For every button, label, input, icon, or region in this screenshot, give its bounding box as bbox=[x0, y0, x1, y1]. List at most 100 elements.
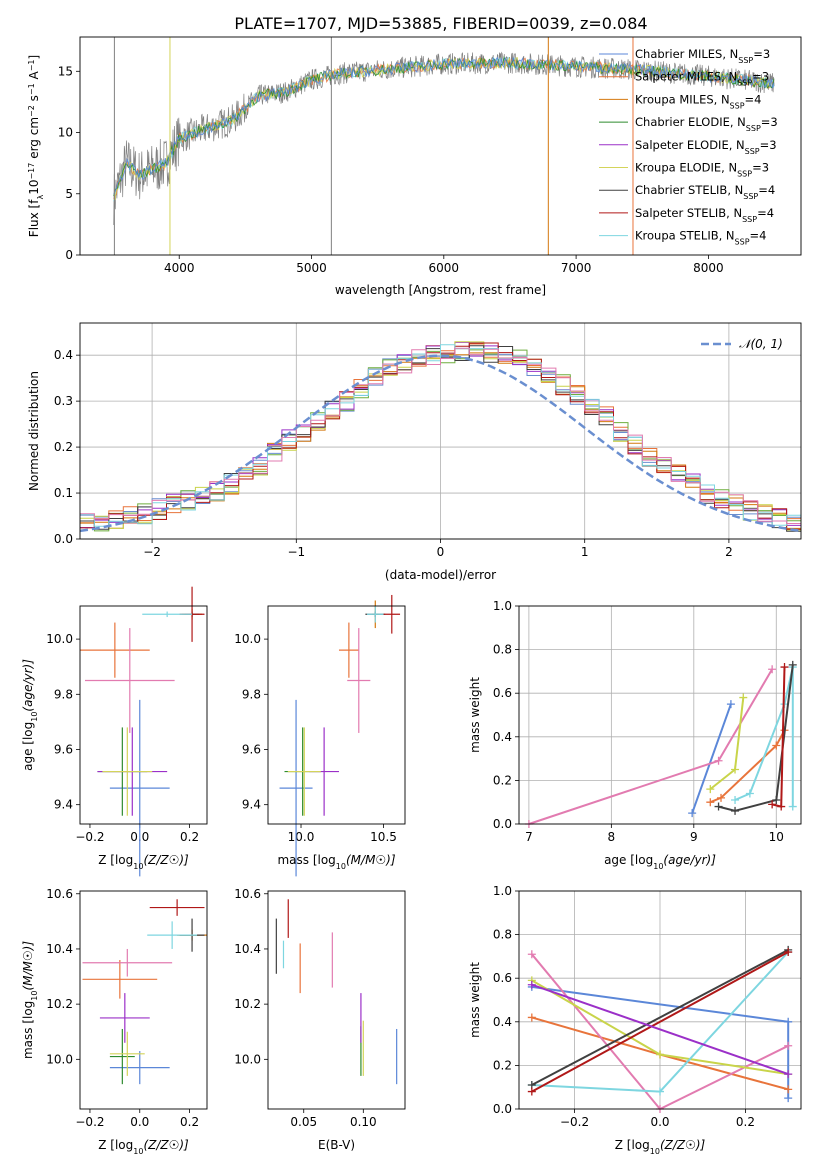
x-tick-label: 7 bbox=[525, 830, 533, 844]
weight-marker bbox=[726, 700, 735, 709]
weight-series bbox=[709, 697, 745, 790]
x-axis-label: Z [log10(Z/Z☉)] bbox=[615, 1138, 706, 1156]
x-tick-label: 10.0 bbox=[288, 830, 315, 844]
weight-marker bbox=[688, 809, 697, 818]
y-tick-label: 9.4 bbox=[54, 798, 73, 812]
weight-marker bbox=[731, 796, 740, 805]
x-tick-label: 8 bbox=[608, 830, 616, 844]
weight-marker bbox=[527, 950, 536, 959]
weight-marker bbox=[527, 980, 536, 989]
weight-series bbox=[691, 703, 732, 814]
weight-marker bbox=[772, 796, 781, 805]
weight-marker bbox=[788, 660, 797, 669]
weight-marker bbox=[784, 1094, 793, 1103]
weight-series bbox=[531, 951, 789, 1093]
legend-label: Kroupa MILES, NSSP=4 bbox=[635, 92, 761, 110]
y-tick-label: 0.6 bbox=[493, 971, 512, 985]
figure-title: PLATE=1707, MJD=53885, FIBERID=0039, z=0… bbox=[234, 14, 647, 33]
y-tick-label: 0.2 bbox=[493, 1058, 512, 1072]
axes-frame bbox=[79, 322, 802, 540]
y-tick-label: 0 bbox=[65, 248, 73, 262]
y-tick-label: 9.8 bbox=[242, 687, 261, 701]
y-tick-label: 10.6 bbox=[46, 887, 73, 901]
histogram-series bbox=[80, 344, 801, 527]
panel-z-vs-age: −0.2 0.0 0.29.49.69.810.0Z [log10(Z/Z☉)]ag… bbox=[21, 586, 208, 877]
weight-marker bbox=[656, 1050, 664, 1059]
weight-marker bbox=[784, 1085, 793, 1094]
weight-marker bbox=[731, 765, 740, 774]
x-tick-label: 6000 bbox=[429, 261, 460, 275]
x-tick-label: 0.2 bbox=[180, 830, 199, 844]
weight-marker bbox=[784, 948, 793, 957]
histograms bbox=[80, 341, 801, 533]
panel-z-vs-weight: −0.2 0.0 0.2 0.0 0.2 0.4 0.6 0.8 1.0 Z [log10(Z/Z… bbox=[468, 884, 802, 1156]
weight-marker bbox=[777, 802, 786, 811]
x-tick-label: 2 bbox=[725, 545, 733, 559]
x-tick-label: 10.5 bbox=[370, 830, 397, 844]
x-tick-label: 9 bbox=[690, 830, 698, 844]
panel-z-vs-mass: −0.2 0.0 0.2 10.0 10.2 10.4 10.6 Z [log10(Z/Z☉)… bbox=[21, 887, 208, 1156]
y-axis-label: mass [log10(M/M☉)] bbox=[21, 941, 39, 1059]
weight-marker bbox=[784, 1041, 793, 1050]
weight-marker bbox=[780, 663, 789, 672]
axes-frame bbox=[267, 890, 406, 1110]
x-tick-label: −0.2 bbox=[560, 1115, 589, 1129]
weight-series bbox=[531, 983, 789, 1076]
weight-marker bbox=[706, 798, 715, 807]
y-tick-label: 0.4 bbox=[493, 1015, 512, 1029]
y-tick-label: 0.1 bbox=[54, 486, 73, 500]
y-tick-label: 10.2 bbox=[46, 997, 73, 1011]
panel-residuals: −2 −1 0 1 2 0.0 0.1 0.2 0.3 0.4 𝒩(0, 1) (data-model… bbox=[27, 322, 802, 582]
y-tick-label: 0.0 bbox=[493, 1102, 512, 1116]
x-tick-label: 0.2 bbox=[180, 1115, 199, 1129]
x-axis-label: age [log10(age/yr)] bbox=[604, 853, 716, 871]
weight-marker bbox=[714, 802, 723, 811]
x-tick-label: 0 bbox=[437, 545, 445, 559]
y-tick-label: 9.4 bbox=[242, 798, 261, 812]
weight-marker bbox=[527, 1013, 536, 1022]
y-tick-label: 0.4 bbox=[54, 348, 73, 362]
legend-label: Salpeter MILES, NSSP=3 bbox=[635, 70, 769, 88]
y-tick-label: 0.6 bbox=[493, 686, 512, 700]
x-axis-label: Z [log10(Z/Z☉)] bbox=[98, 853, 189, 871]
weight-marker bbox=[731, 806, 740, 815]
x-axis-label: Z [log10(Z/Z☉)] bbox=[98, 1138, 189, 1156]
weight-marker bbox=[717, 793, 726, 802]
spectrum-lines bbox=[113, 37, 775, 255]
x-tick-label: −1 bbox=[287, 545, 305, 559]
y-tick-label: 9.8 bbox=[54, 687, 73, 701]
legend-label: Salpeter STELIB, NSSP=4 bbox=[635, 206, 774, 224]
weight-marker bbox=[768, 665, 777, 674]
legend-label: Chabrier STELIB, NSSP=4 bbox=[635, 183, 775, 201]
y-axis-label: mass weight bbox=[468, 962, 482, 1038]
y-tick-label: 10.0 bbox=[234, 632, 261, 646]
x-tick-label: 0.10 bbox=[350, 1115, 377, 1129]
y-axis-label: mass weight bbox=[468, 677, 482, 753]
x-tick-label: 4000 bbox=[164, 261, 195, 275]
histogram-series bbox=[80, 347, 801, 524]
y-tick-label: 10.6 bbox=[234, 887, 261, 901]
y-tick-label: 5 bbox=[65, 187, 73, 201]
weight-marker bbox=[714, 756, 723, 765]
x-axis-label: wavelength [Angstrom, rest frame] bbox=[335, 283, 546, 297]
x-tick-label: 1 bbox=[581, 545, 589, 559]
y-tick-label: 10.4 bbox=[234, 942, 261, 956]
weight-marker bbox=[527, 1087, 536, 1096]
legend-label: Salpeter ELODIE, NSSP=3 bbox=[635, 138, 777, 156]
panel-mass-vs-age: 10.0 10.5 9.4 9.6 9.8 10.0 mass [log10(M/M☉)] bbox=[234, 594, 406, 877]
axes-frame bbox=[79, 36, 802, 256]
weight-marker bbox=[784, 1017, 793, 1026]
weight-series bbox=[531, 949, 789, 1086]
weight-marker bbox=[706, 785, 715, 794]
legend-label: 𝒩(0, 1) bbox=[739, 337, 783, 351]
y-axis-label: age [log10(age/yr)] bbox=[21, 659, 39, 771]
weight-marker bbox=[788, 802, 797, 811]
y-tick-label: 1.0 bbox=[493, 884, 512, 898]
y-tick-label: 0.0 bbox=[493, 817, 512, 831]
y-tick-label: 10.0 bbox=[234, 1052, 261, 1066]
x-tick-label: 5000 bbox=[296, 261, 327, 275]
y-tick-label: 0.3 bbox=[54, 394, 73, 408]
y-tick-label: 0.2 bbox=[54, 440, 73, 454]
